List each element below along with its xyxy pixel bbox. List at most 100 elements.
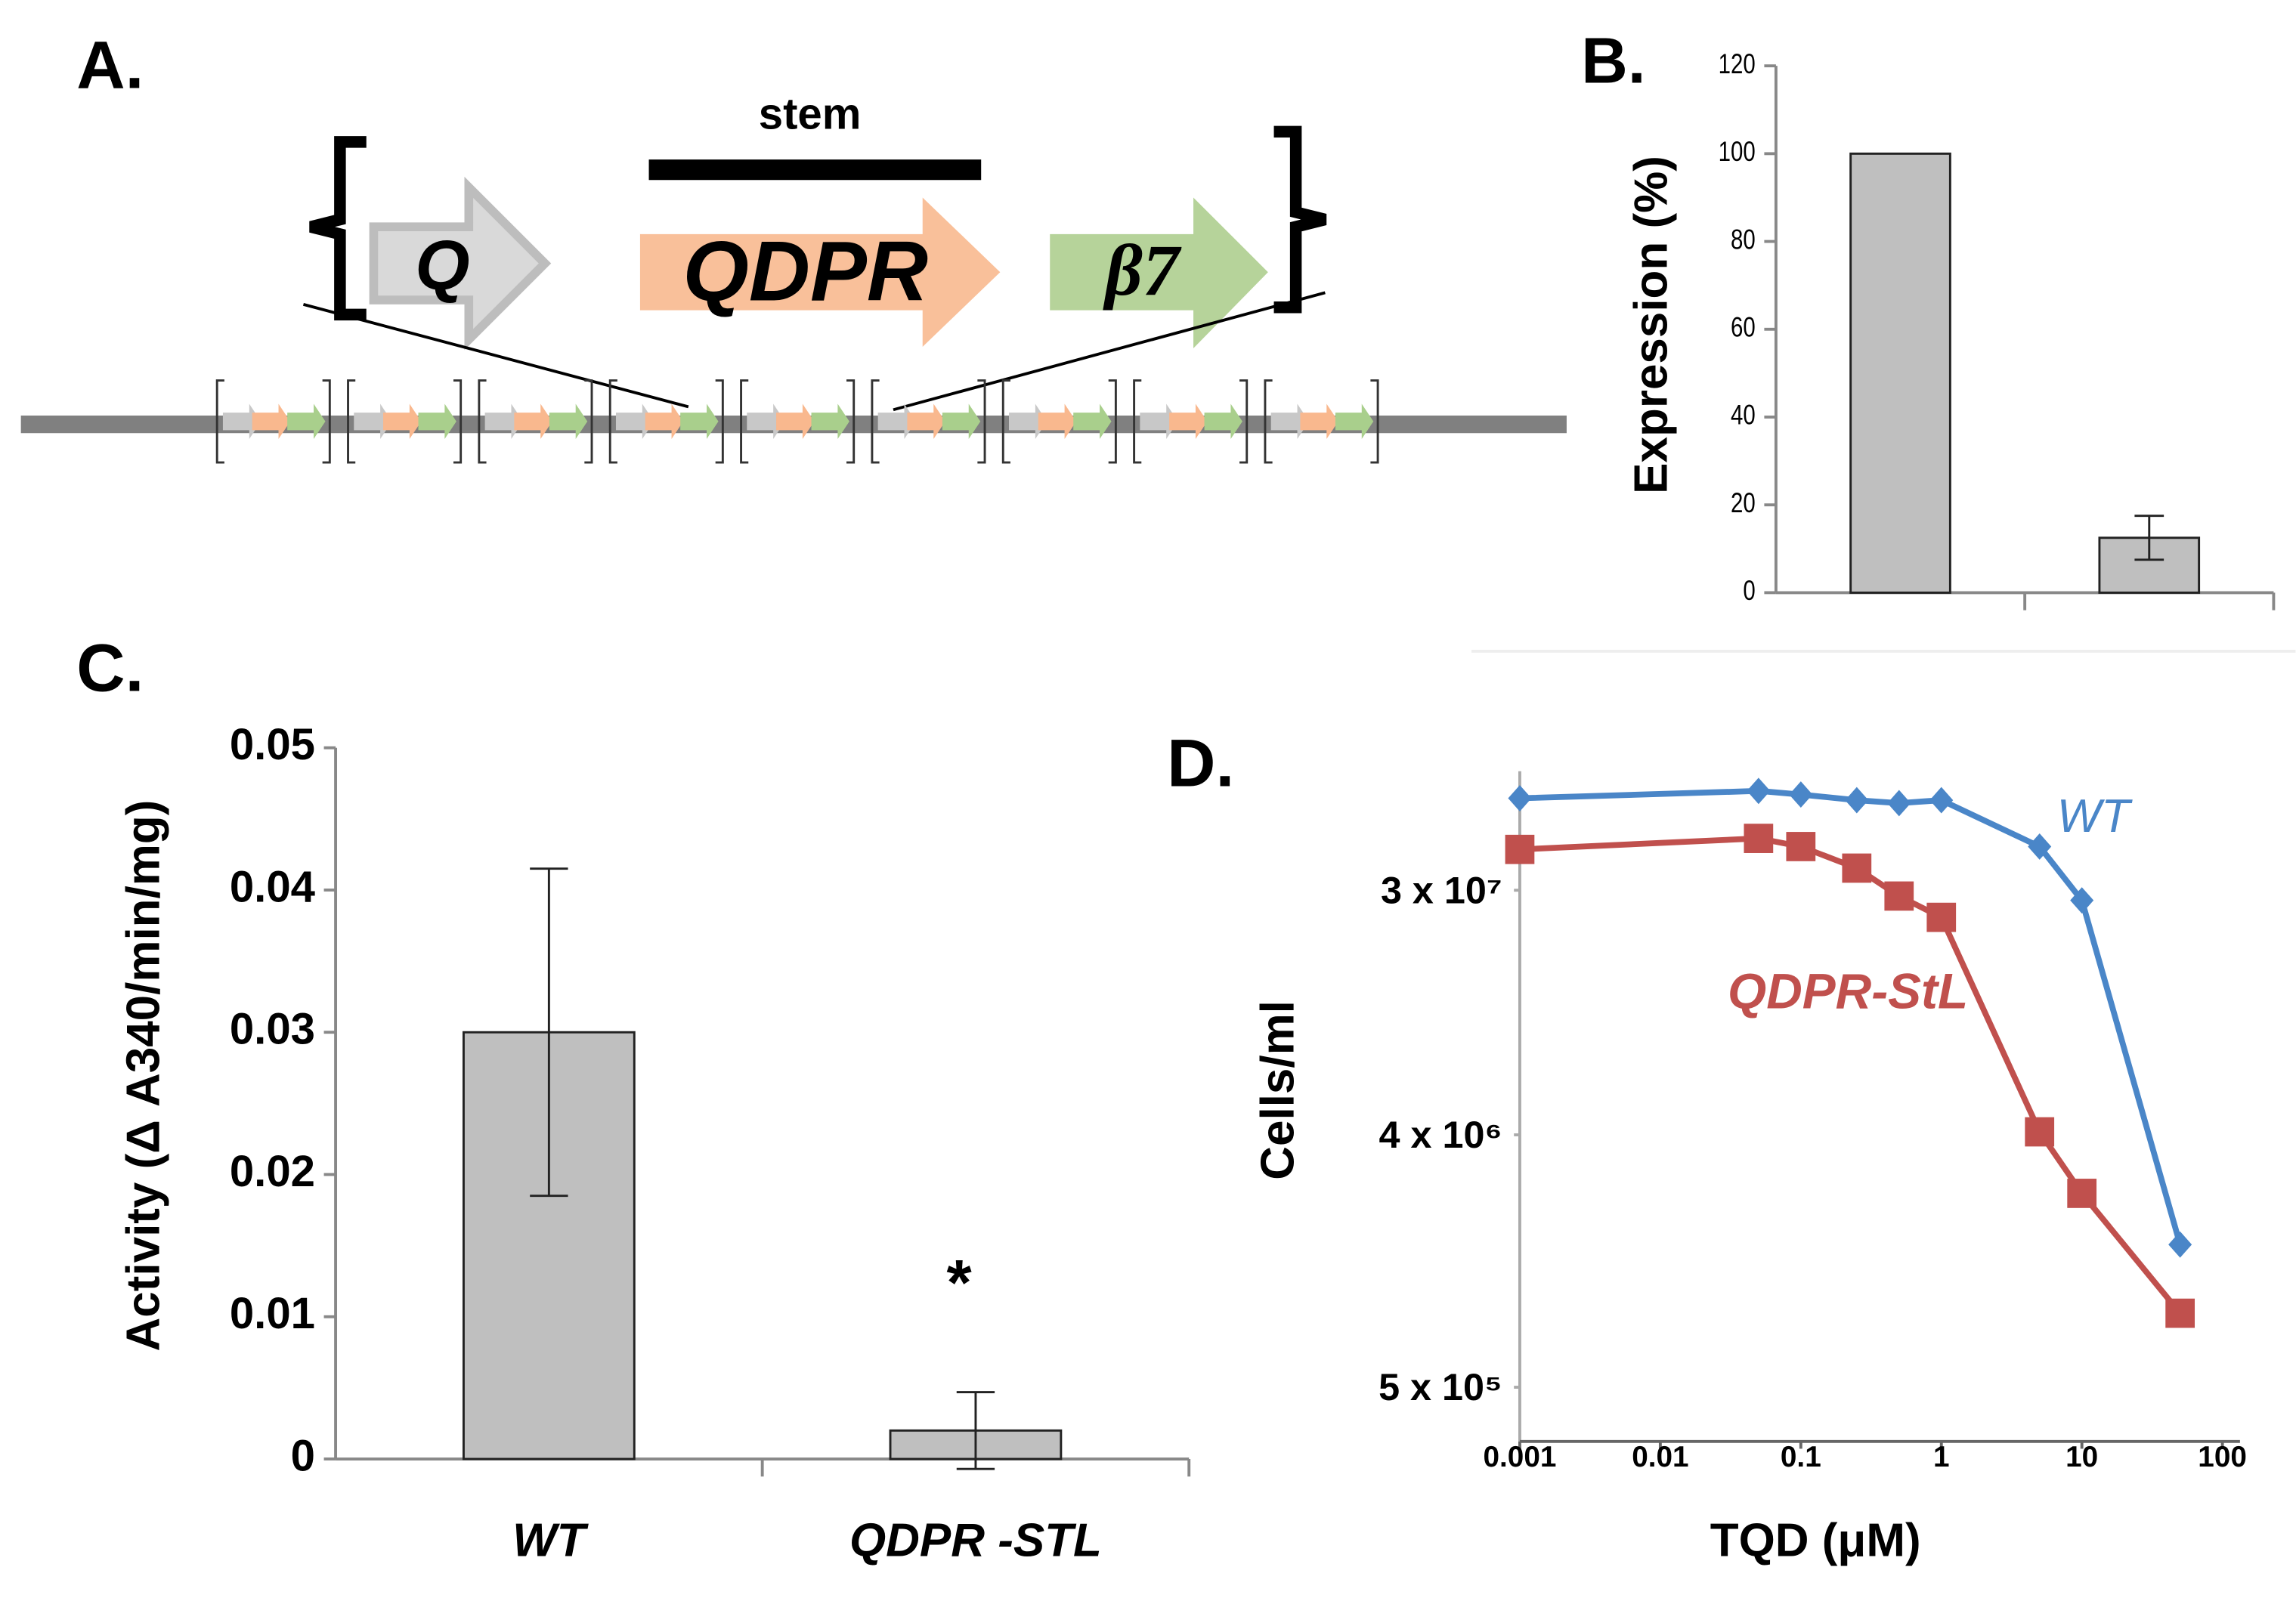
x-tick-label: 0.1 — [1781, 1441, 1821, 1473]
bracket — [608, 379, 617, 464]
mini-arrow — [418, 403, 456, 440]
marker — [2067, 1179, 2097, 1208]
bracket — [715, 379, 724, 464]
mini-arrow — [287, 403, 326, 440]
error-bar — [2134, 515, 2164, 561]
x-tick-label: 100 — [2198, 1441, 2247, 1473]
gene-arrow — [639, 197, 1001, 348]
series-label: QDPR-StL — [1728, 963, 1968, 1018]
mini-arrow — [1169, 403, 1208, 440]
y-tick-label: 4 x 10⁶ — [1379, 1113, 1502, 1156]
mini-arrow — [514, 403, 552, 440]
error-bar — [956, 1391, 995, 1470]
gene-arrow — [1050, 197, 1268, 348]
marker — [2168, 1231, 2192, 1258]
mini-arrow — [680, 403, 719, 440]
y-tick-label: 80 — [1731, 224, 1756, 255]
marker — [1842, 853, 1872, 883]
y-tick-label: 120 — [1719, 49, 1756, 80]
y-tick-label: 0 — [291, 1431, 315, 1480]
mini-arrow — [776, 403, 815, 440]
bracket — [846, 379, 856, 464]
panel-label: D. — [1167, 725, 1234, 800]
marker — [2025, 1117, 2055, 1147]
x-axis-label: TQD (μM) — [1710, 1515, 1921, 1567]
marker — [1747, 777, 1771, 805]
marker — [1845, 787, 1869, 814]
marker — [2028, 833, 2052, 860]
mini-arrow — [942, 403, 981, 440]
mini-arrow — [383, 403, 422, 440]
gene-label: QDPR — [683, 224, 929, 319]
marker — [1887, 790, 1911, 817]
bracket — [1001, 379, 1010, 464]
y-tick-label: 0.05 — [230, 720, 315, 769]
y-axis-label: Activity (Δ A340/min/mg) — [118, 800, 170, 1352]
error-bar — [530, 867, 568, 1198]
bracket — [871, 379, 880, 464]
mini-arrow — [1335, 403, 1374, 440]
panel-label: B. — [1581, 26, 1645, 97]
y-tick-label: 0.01 — [230, 1289, 315, 1338]
mini-arrow — [252, 403, 291, 440]
mini-arrow — [645, 403, 684, 440]
y-tick-label: 0.02 — [230, 1147, 315, 1196]
y-axis-label: Expression (%) — [1626, 156, 1678, 494]
bracket — [1370, 379, 1379, 464]
marker — [1505, 834, 1535, 864]
x-tick-label: 10 — [2065, 1441, 2098, 1473]
bracket — [1239, 379, 1249, 464]
y-tick-label: 0.03 — [230, 1005, 315, 1054]
mini-arrow — [1038, 403, 1077, 440]
mini-arrow — [1073, 403, 1112, 440]
repeat-array — [215, 379, 1379, 464]
panel-label: A. — [76, 26, 144, 102]
y-tick-label: 100 — [1719, 137, 1756, 168]
bracket — [322, 379, 331, 464]
x-tick-label: 0.01 — [1632, 1441, 1688, 1473]
mini-arrow — [1204, 403, 1242, 440]
bracket — [215, 379, 224, 464]
marker — [1508, 785, 1532, 811]
marker — [2165, 1298, 2195, 1328]
series-label: WT — [2057, 790, 2133, 842]
bracket — [1133, 379, 1142, 464]
stem-label: stem — [759, 89, 862, 138]
brace — [1273, 125, 1327, 314]
annotation: * — [947, 1247, 973, 1319]
marker — [2070, 887, 2094, 914]
gene-label: β7 — [1103, 230, 1182, 311]
bracket — [1264, 379, 1273, 464]
bar — [1849, 152, 1951, 594]
y-tick-label: 20 — [1731, 488, 1756, 519]
marker — [1789, 781, 1813, 808]
marker — [1929, 787, 1954, 814]
zoom-line — [893, 291, 1326, 412]
y-tick-label: 3 x 10⁷ — [1381, 868, 1502, 911]
y-axis-label: Cells/ml — [1252, 1000, 1304, 1180]
marker — [1744, 824, 1774, 853]
x-tick-label: WT — [512, 1515, 589, 1567]
bracket — [478, 379, 487, 464]
y-tick-label: 0.04 — [230, 862, 315, 911]
x-tick-label: 0.001 — [1483, 1441, 1556, 1473]
gene-arrow — [369, 176, 552, 351]
mini-arrow — [549, 403, 588, 440]
bracket — [453, 379, 463, 464]
panel-label: C. — [76, 629, 144, 705]
y-tick-label: 0 — [1743, 576, 1755, 607]
marker — [1884, 881, 1914, 911]
x-tick-label: 1 — [1933, 1441, 1950, 1473]
zoom-line — [302, 302, 689, 409]
bracket — [347, 379, 356, 464]
bracket — [740, 379, 749, 464]
y-tick-label: 60 — [1731, 312, 1756, 343]
brace — [309, 136, 367, 321]
bracket — [1108, 379, 1117, 464]
bracket — [584, 379, 593, 464]
gene-label: Q — [415, 226, 469, 304]
marker — [1926, 902, 1957, 932]
x-tick-label: QDPR -STL — [849, 1515, 1102, 1567]
